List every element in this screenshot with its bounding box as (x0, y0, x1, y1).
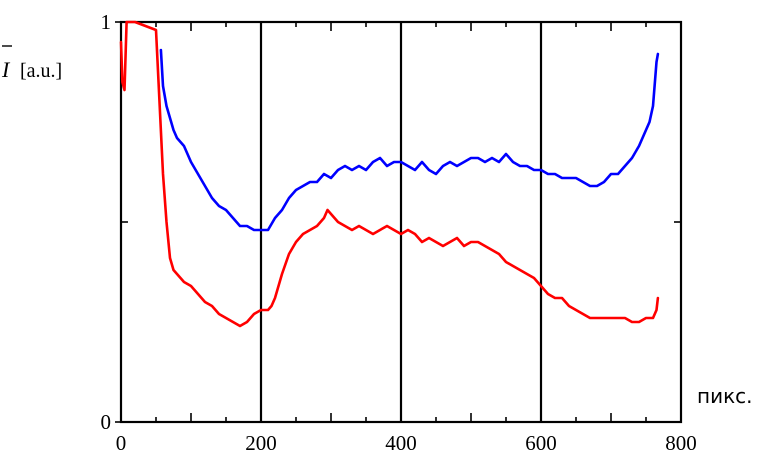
y-tick-label-0: 0 (101, 410, 112, 434)
y-tick-label-1: 1 (101, 10, 112, 34)
x-tick-label-400: 400 (385, 431, 417, 455)
series-group (119, 20, 660, 328)
y-axis-unit: [a.u.] (20, 60, 62, 82)
x-tick-label-200: 200 (245, 431, 277, 455)
x-tick-label-600: 600 (525, 431, 557, 455)
tick-labels: 0 200 400 600 800 0 1 (101, 10, 697, 455)
vertical-grid (259, 22, 543, 422)
series-line-2 (119, 20, 660, 328)
y-axis-label: I [a.u.] (1, 45, 62, 82)
series-line-1 (159, 48, 660, 232)
x-tick-label-800: 800 (665, 431, 697, 455)
axis-ticks (115, 21, 682, 423)
y-axis-symbol: I (1, 57, 11, 82)
x-axis-label: пикс. (697, 384, 753, 408)
x-tick-label-0: 0 (116, 431, 127, 455)
